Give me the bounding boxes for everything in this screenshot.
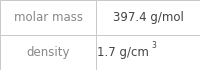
Text: 397.4 g/mol: 397.4 g/mol [113,11,183,24]
Text: 3: 3 [151,41,156,50]
Text: molar mass: molar mass [14,11,82,24]
Text: 1.7 g/cm: 1.7 g/cm [96,46,148,59]
Text: density: density [26,46,70,59]
